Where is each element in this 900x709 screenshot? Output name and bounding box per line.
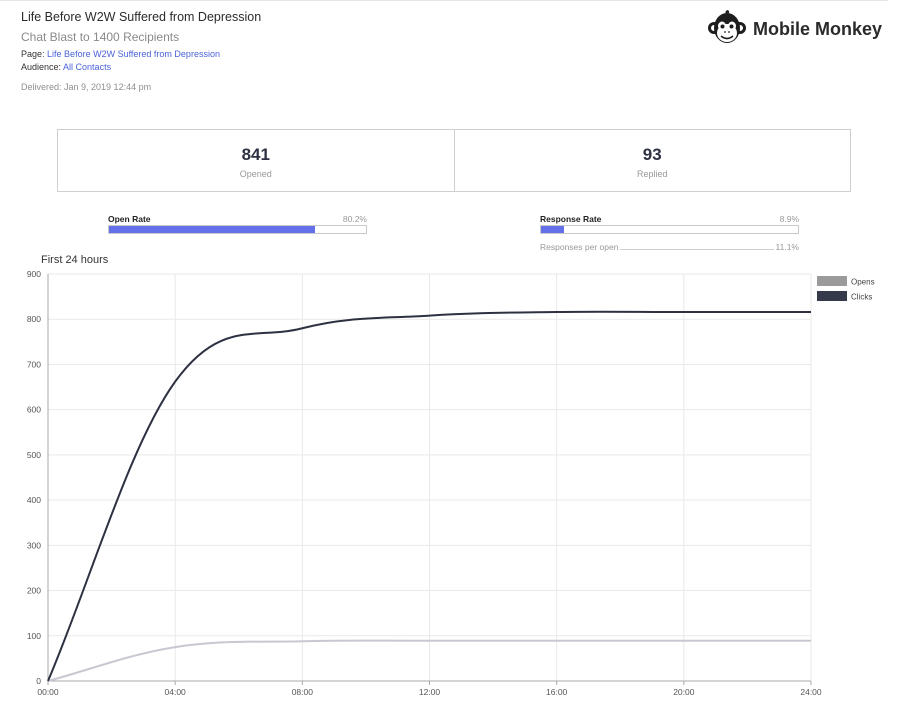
chart-grid	[47, 273, 812, 682]
audience-info: Audience: All Contacts	[21, 62, 111, 72]
x-tick-label: 08:00	[292, 687, 314, 697]
response-rate: Response Rate 8.9%	[540, 214, 799, 234]
page-title: Life Before W2W Suffered from Depression	[21, 10, 262, 24]
y-tick-label: 800	[27, 314, 41, 324]
page-link[interactable]: Life Before W2W Suffered from Depression	[47, 49, 220, 59]
delivered-timestamp: Delivered: Jan 9, 2019 12:44 pm	[21, 82, 152, 92]
brand-name: Mobile Monkey	[753, 18, 883, 39]
monkey-logo-icon	[708, 10, 746, 43]
y-tick-label: 600	[27, 405, 41, 415]
responses-per-open-label: Responses per open	[540, 242, 619, 252]
x-tick-label: 12:00	[419, 687, 441, 697]
y-tick-label: 400	[27, 495, 41, 505]
open-rate-bar	[108, 225, 367, 234]
line-chart: 0 100 200 300 400 500 600 700 800 900 00:00 04:00 08…	[27, 269, 875, 697]
responses-per-open-value: 11.1%	[775, 242, 799, 252]
audience-info-label: Audience:	[21, 62, 62, 72]
y-tick-label: 300	[27, 540, 41, 550]
y-tick-label: 700	[27, 359, 41, 369]
stat-opened-label: Opened	[239, 169, 272, 179]
brand-logo: Mobile Monkey	[707, 9, 882, 49]
stat-opened-value: 841	[241, 145, 270, 164]
y-tick-label: 200	[27, 586, 41, 596]
responses-per-open: Responses per open 11.1%	[540, 242, 799, 252]
stat-replied: 93 Replied	[453, 130, 851, 191]
x-tick-label: 16:00	[546, 687, 568, 697]
series-line-clicks	[47, 310, 811, 682]
response-rate-bar	[540, 225, 799, 234]
page-info-label: Page:	[21, 49, 45, 59]
legend-swatch-opens	[817, 276, 847, 286]
page-subtitle: Chat Blast to 1400 Recipients	[21, 30, 180, 44]
audience-link[interactable]: All Contacts	[63, 62, 112, 72]
chart-series	[47, 310, 811, 682]
y-tick-label: 100	[27, 631, 41, 641]
response-rate-value: 8.9%	[779, 214, 799, 224]
series-line-opens	[47, 639, 811, 682]
x-tick-label: 20:00	[673, 687, 695, 697]
dotted-leader	[620, 249, 774, 250]
stats-panel: 841 Opened 93 Replied	[57, 129, 851, 192]
y-tick-label: 500	[27, 450, 41, 460]
x-tick-label: 24:00	[800, 687, 822, 697]
open-rate-value: 80.2%	[342, 214, 367, 224]
chart-legend: Opens Clicks	[817, 276, 875, 302]
open-rate: Open Rate 80.2%	[108, 214, 367, 234]
legend-label-opens: Opens	[851, 278, 875, 287]
response-rate-label: Response Rate	[540, 214, 602, 224]
response-rate-bar-fill	[541, 226, 564, 233]
legend-swatch-clicks	[817, 291, 847, 301]
stat-replied-label: Replied	[636, 169, 668, 179]
y-tick-label: 900	[27, 269, 41, 279]
x-tick-label: 00:00	[37, 687, 59, 697]
open-rate-label: Open Rate	[108, 214, 151, 224]
x-tick-label: 04:00	[165, 687, 187, 697]
top-divider	[0, 0, 888, 1]
page-info: Page: Life Before W2W Suffered from Depr…	[21, 49, 220, 59]
open-rate-bar-fill	[109, 226, 316, 233]
legend-label-clicks: Clicks	[851, 293, 872, 302]
chart-axes: 0 100 200 300 400 500 600 700 800 900 00:00 04:00 08…	[27, 269, 822, 697]
stat-opened: 841 Opened	[58, 130, 454, 191]
stat-replied-value: 93	[642, 145, 662, 164]
y-tick-label: 0	[36, 676, 41, 686]
chart-title: First 24 hours	[41, 254, 109, 266]
